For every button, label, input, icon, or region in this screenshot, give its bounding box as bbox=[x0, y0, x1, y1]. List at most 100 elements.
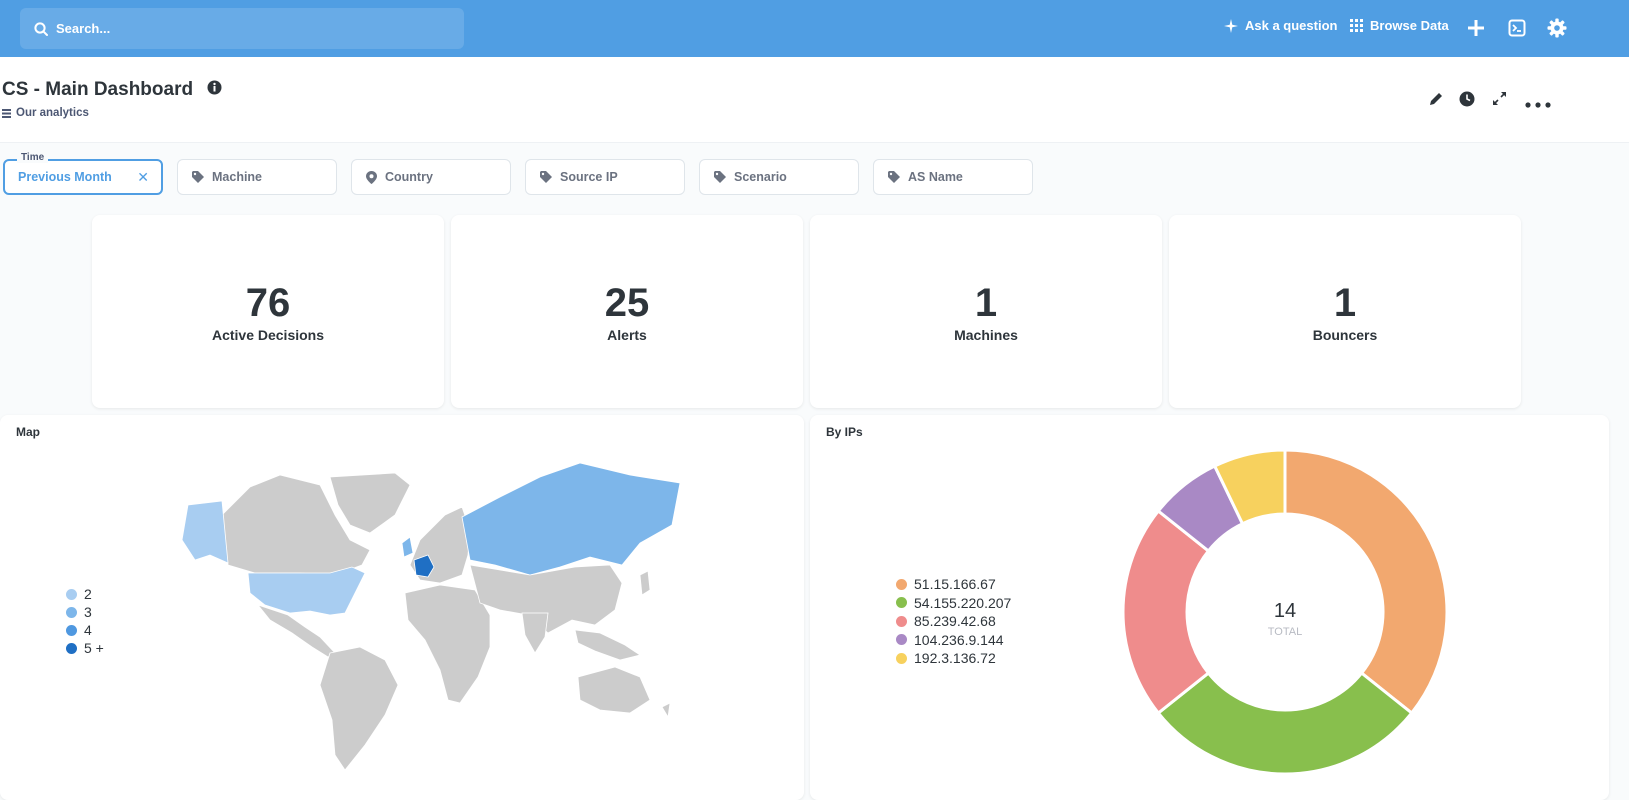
browse-data-button[interactable]: Browse Data bbox=[1350, 18, 1449, 33]
map-region-asia[interactable] bbox=[469, 564, 623, 634]
filter-scenario-label: Scenario bbox=[734, 170, 787, 184]
filter-scenario[interactable]: Scenario bbox=[699, 159, 859, 195]
legend-swatch bbox=[66, 624, 77, 636]
filter-source-ip-label: Source IP bbox=[560, 170, 618, 184]
dashboard-title-row: CS - Main Dashboard bbox=[2, 79, 222, 101]
map-region-uk[interactable] bbox=[401, 536, 414, 558]
map-region-africa[interactable] bbox=[404, 584, 491, 704]
tag-icon bbox=[714, 171, 726, 183]
donut-slice[interactable] bbox=[1121, 508, 1211, 716]
legend-label: 3 bbox=[84, 604, 92, 620]
donut-slice[interactable] bbox=[1156, 670, 1414, 776]
donut-chart[interactable]: 14 TOTAL bbox=[810, 415, 1609, 800]
legend-label: 5 + bbox=[84, 640, 104, 656]
map-title: Map bbox=[16, 425, 40, 439]
donut-slice[interactable] bbox=[1212, 448, 1287, 526]
grid-icon bbox=[1350, 19, 1363, 32]
by-ips-panel: By IPs 51.15.166.67 54.155.220.207 85.239.… bbox=[810, 415, 1609, 800]
pencil-icon bbox=[1430, 93, 1442, 105]
map-region-southeast-asia[interactable] bbox=[574, 629, 641, 661]
filter-machine[interactable]: Machine bbox=[177, 159, 337, 195]
legend-label: 54.155.220.207 bbox=[914, 594, 1012, 611]
top-navigation-bar: Ask a question Browse Data bbox=[0, 0, 1629, 57]
map-region-japan[interactable] bbox=[639, 570, 651, 596]
map-region-india[interactable] bbox=[521, 612, 549, 654]
tag-icon bbox=[888, 171, 900, 183]
expand-icon bbox=[1493, 92, 1506, 105]
legend-swatch bbox=[66, 588, 77, 600]
map-region-usa[interactable] bbox=[247, 566, 366, 616]
legend-swatch bbox=[896, 597, 907, 609]
dashboard-header: CS - Main Dashboard Our analytics bbox=[0, 57, 1629, 143]
map-panel: Map 2 3 4 5 + bbox=[0, 415, 804, 800]
map-legend-item: 4 bbox=[66, 621, 104, 639]
legend-label: 104.236.9.144 bbox=[914, 631, 1004, 648]
info-icon[interactable] bbox=[207, 79, 222, 101]
new-button[interactable] bbox=[1467, 19, 1485, 42]
edit-dashboard-button[interactable] bbox=[1428, 91, 1444, 112]
map-region-alaska[interactable] bbox=[181, 500, 229, 564]
plus-icon bbox=[1468, 20, 1484, 36]
card-label: Active Decisions bbox=[211, 327, 325, 343]
map-region-greenland[interactable] bbox=[329, 472, 411, 534]
card-value: 25 bbox=[604, 281, 650, 325]
map-region-south-america[interactable] bbox=[319, 646, 399, 771]
map-region-australia[interactable] bbox=[577, 666, 651, 714]
legend-swatch bbox=[896, 652, 907, 664]
sql-editor-button[interactable] bbox=[1508, 19, 1526, 42]
filter-time-legend: Time bbox=[17, 152, 49, 163]
collection-icon bbox=[2, 108, 11, 118]
world-map[interactable] bbox=[0, 415, 804, 800]
settings-button[interactable] bbox=[1547, 18, 1567, 43]
card-machines[interactable]: 1 Machines bbox=[810, 215, 1162, 408]
card-label: Bouncers bbox=[1312, 327, 1378, 343]
filter-time[interactable]: Time Previous Month ✕ bbox=[3, 152, 163, 195]
filter-machine-label: Machine bbox=[212, 170, 263, 184]
search-bar[interactable] bbox=[20, 8, 464, 49]
search-input[interactable] bbox=[56, 21, 436, 36]
donut-legend: 51.15.166.67 54.155.220.207 85.239.42.68 10… bbox=[896, 575, 1011, 668]
card-value: 76 bbox=[245, 281, 291, 325]
donut-legend-item[interactable]: 85.239.42.68 bbox=[896, 612, 1011, 631]
legend-swatch bbox=[66, 642, 77, 654]
donut-legend-item[interactable]: 54.155.220.207 bbox=[896, 594, 1011, 613]
gear-icon bbox=[1547, 18, 1567, 38]
map-legend-item: 2 bbox=[66, 585, 104, 603]
donut-legend-item[interactable]: 51.15.166.67 bbox=[896, 575, 1011, 594]
donut-legend-item[interactable]: 192.3.136.72 bbox=[896, 649, 1011, 668]
collection-name: Our analytics bbox=[16, 107, 89, 119]
filter-country-label: Country bbox=[385, 170, 433, 184]
more-options-button[interactable] bbox=[1525, 95, 1551, 113]
map-legend-item: 5 + bbox=[66, 639, 104, 657]
legend-swatch bbox=[896, 615, 907, 627]
ask-question-label: Ask a question bbox=[1245, 18, 1338, 33]
filter-source-ip[interactable]: Source IP bbox=[525, 159, 685, 195]
fullscreen-button[interactable] bbox=[1492, 91, 1507, 111]
card-active-decisions[interactable]: 76 Active Decisions bbox=[92, 215, 444, 408]
tag-icon bbox=[540, 171, 552, 183]
clear-filter-icon[interactable]: ✕ bbox=[137, 169, 149, 185]
legend-label: 192.3.136.72 bbox=[914, 650, 996, 667]
donut-legend-item[interactable]: 104.236.9.144 bbox=[896, 631, 1011, 650]
ask-question-button[interactable]: Ask a question bbox=[1224, 18, 1337, 33]
legend-swatch bbox=[66, 606, 77, 618]
filter-country[interactable]: Country bbox=[351, 159, 511, 195]
terminal-icon bbox=[1508, 19, 1526, 37]
donut-slice[interactable] bbox=[1283, 448, 1449, 716]
revision-history-button[interactable] bbox=[1459, 91, 1475, 112]
filter-as-name[interactable]: AS Name bbox=[873, 159, 1033, 195]
clock-icon bbox=[1459, 91, 1475, 107]
card-alerts[interactable]: 25 Alerts bbox=[451, 215, 803, 408]
ellipsis-icon bbox=[1525, 102, 1551, 108]
card-value: 1 bbox=[974, 281, 998, 325]
donut-total-value: 14 bbox=[1274, 600, 1296, 622]
location-pin-icon bbox=[366, 170, 377, 184]
collection-link[interactable]: Our analytics bbox=[2, 107, 89, 119]
map-region-new-zealand[interactable] bbox=[661, 702, 671, 719]
map-region-russia[interactable] bbox=[461, 462, 681, 576]
map-legend-item: 3 bbox=[66, 603, 104, 621]
map-region-france[interactable] bbox=[413, 554, 435, 578]
card-bouncers[interactable]: 1 Bouncers bbox=[1169, 215, 1521, 408]
legend-label: 2 bbox=[84, 586, 92, 602]
card-label: Alerts bbox=[607, 327, 647, 343]
